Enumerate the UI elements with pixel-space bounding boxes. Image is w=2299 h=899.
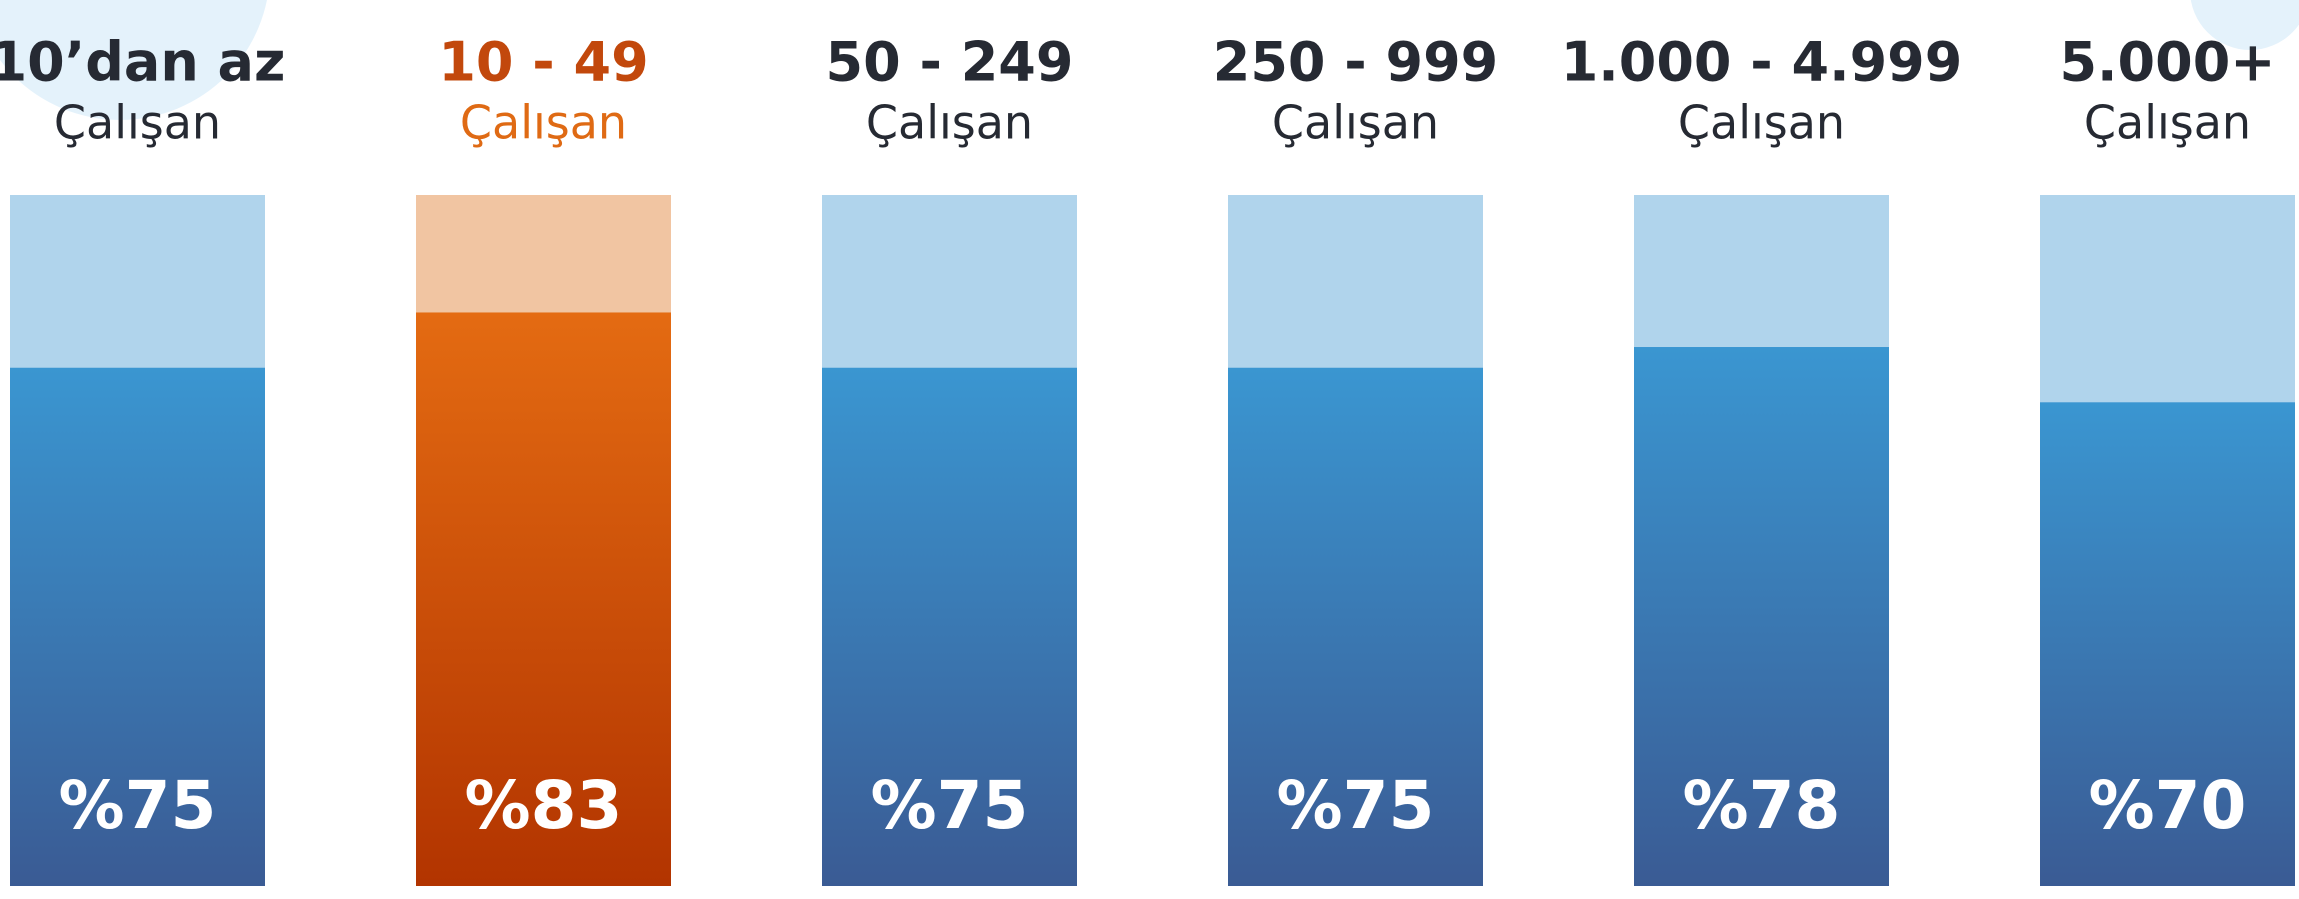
labels: 10’dan azÇalışan%7510 - 49Çalışan%8350 -… bbox=[0, 31, 2276, 844]
category-sublabel: Çalışan bbox=[1272, 96, 1439, 150]
category-sublabel: Çalışan bbox=[866, 96, 1033, 150]
value-label: %75 bbox=[59, 767, 217, 844]
bars bbox=[10, 195, 2295, 886]
category-label: 50 - 249 bbox=[826, 31, 1074, 94]
page: {"chart_data": { "type": "bar", "categor… bbox=[0, 0, 2299, 899]
category-sublabel: Çalışan bbox=[1678, 96, 1845, 150]
category-sublabel: Çalışan bbox=[460, 96, 627, 150]
category-label: 1.000 - 4.999 bbox=[1561, 31, 1963, 94]
chart: 10’dan azÇalışan%7510 - 49Çalışan%8350 -… bbox=[0, 0, 2299, 899]
category-label: 250 - 999 bbox=[1213, 31, 1498, 94]
category-label: 10 - 49 bbox=[438, 31, 648, 94]
value-label: %75 bbox=[871, 767, 1029, 844]
category-label: 10’dan az bbox=[0, 31, 285, 94]
value-label: %70 bbox=[2089, 767, 2247, 844]
value-label: %83 bbox=[465, 767, 623, 844]
category-sublabel: Çalışan bbox=[54, 96, 221, 150]
value-label: %78 bbox=[1683, 767, 1841, 844]
category-label: 5.000+ bbox=[2059, 31, 2275, 94]
value-label: %75 bbox=[1277, 767, 1435, 844]
category-sublabel: Çalışan bbox=[2084, 96, 2251, 150]
